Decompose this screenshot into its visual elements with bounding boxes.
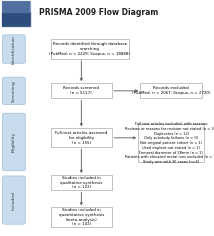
- FancyBboxPatch shape: [3, 176, 25, 224]
- Text: PRISMA 2009 Flow Diagram: PRISMA 2009 Flow Diagram: [39, 8, 158, 17]
- FancyBboxPatch shape: [51, 39, 129, 59]
- Text: Screening: Screening: [12, 80, 16, 102]
- Text: Eligibility: Eligibility: [12, 132, 16, 152]
- FancyBboxPatch shape: [3, 77, 25, 105]
- Text: Records screened
(n = 5117): Records screened (n = 5117): [63, 86, 99, 95]
- FancyBboxPatch shape: [51, 207, 112, 227]
- Text: Full-text articles assessed
for eligibility
(n = 155): Full-text articles assessed for eligibil…: [55, 131, 107, 145]
- FancyBboxPatch shape: [51, 83, 112, 98]
- Text: Included: Included: [12, 191, 16, 210]
- Text: Studies included in
quantitative synthesis
(meta-analysis)
(n = 102): Studies included in quantitative synthes…: [59, 208, 104, 226]
- Text: Studies included in
qualitative synthesis
(n = 122): Studies included in qualitative synthesi…: [60, 176, 103, 190]
- FancyBboxPatch shape: [51, 128, 112, 147]
- FancyBboxPatch shape: [138, 124, 204, 162]
- FancyBboxPatch shape: [51, 175, 112, 190]
- Text: Full-text articles excluded, with reasons:
Reviews or reasons for revision not s: Full-text articles excluded, with reason…: [125, 122, 214, 164]
- Text: Records excluded
(PubMed, n = 2067; Scopus, n = 2720): Records excluded (PubMed, n = 2067; Scop…: [132, 86, 210, 95]
- FancyBboxPatch shape: [3, 35, 25, 63]
- FancyBboxPatch shape: [3, 113, 25, 171]
- Text: Records identified through database
searching
(PubMed, n = 2229; Scopus, n = 188: Records identified through database sear…: [49, 42, 130, 56]
- FancyBboxPatch shape: [140, 83, 202, 98]
- FancyBboxPatch shape: [2, 1, 30, 26]
- Text: Identification: Identification: [12, 35, 16, 63]
